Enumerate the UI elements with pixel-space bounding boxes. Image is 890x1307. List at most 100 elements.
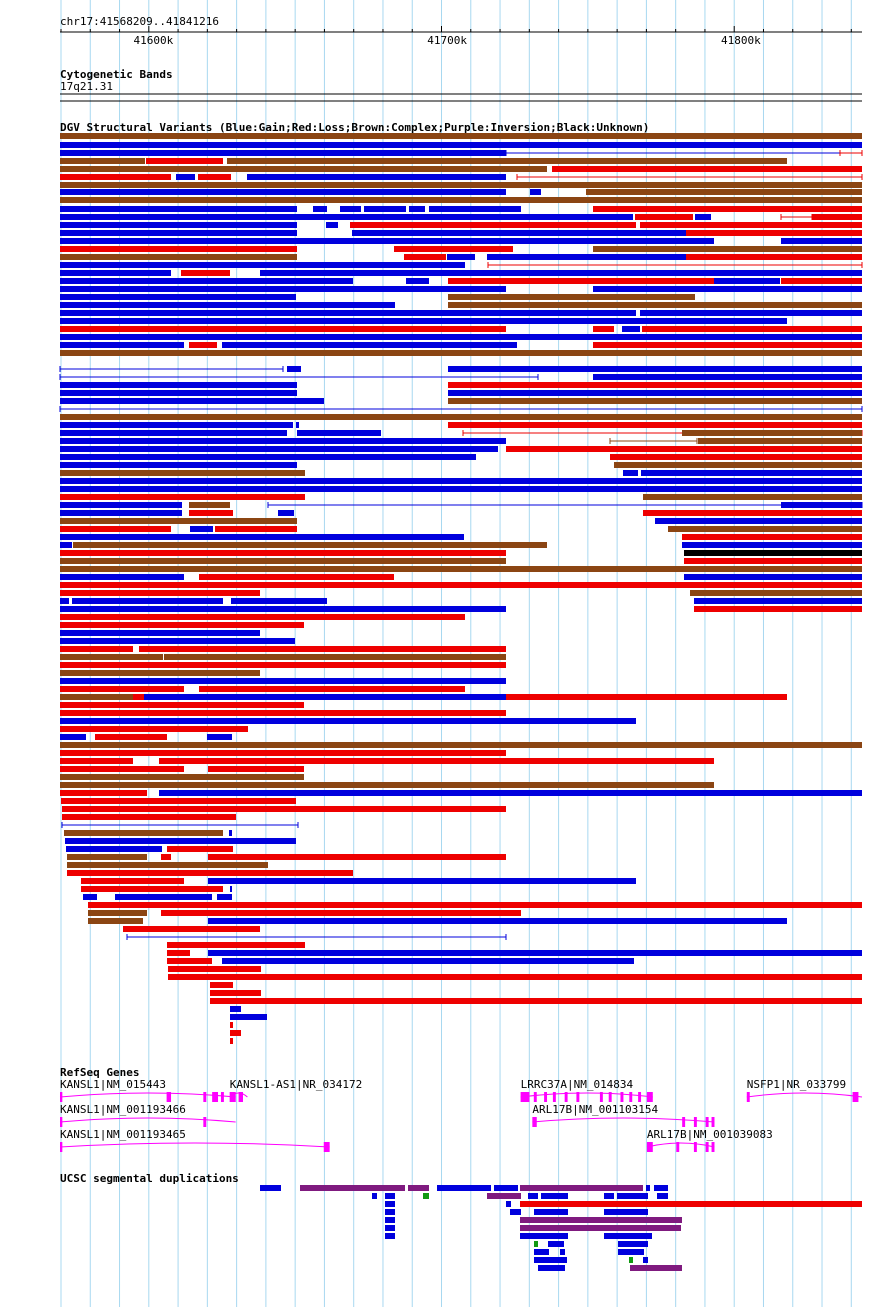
- dgv-variant[interactable]: [60, 350, 862, 356]
- gene-exon[interactable]: [638, 1092, 642, 1102]
- gene-exon[interactable]: [693, 1117, 697, 1127]
- gene-exon[interactable]: [711, 1117, 715, 1127]
- dgv-variant[interactable]: [60, 446, 498, 452]
- segmental-duplication[interactable]: [300, 1185, 405, 1191]
- dgv-variant[interactable]: [60, 574, 184, 580]
- dgv-variant[interactable]: [448, 302, 862, 308]
- dgv-variant[interactable]: [222, 958, 634, 964]
- dgv-variant[interactable]: [60, 662, 506, 668]
- segmental-duplication[interactable]: [385, 1225, 395, 1231]
- dgv-variant[interactable]: [65, 838, 296, 844]
- segmental-duplication[interactable]: [385, 1217, 395, 1223]
- dgv-variant[interactable]: [189, 502, 230, 508]
- dgv-variant[interactable]: [60, 182, 862, 188]
- dgv-variant[interactable]: [781, 238, 862, 244]
- dgv-variant[interactable]: [60, 470, 305, 476]
- dgv-variant[interactable]: [60, 542, 72, 548]
- dgv-variant[interactable]: [60, 526, 171, 532]
- dgv-variant[interactable]: [60, 550, 506, 556]
- dgv-variant[interactable]: [60, 598, 69, 604]
- dgv-variant[interactable]: [655, 518, 862, 524]
- dgv-variant[interactable]: [60, 622, 304, 628]
- dgv-variant[interactable]: [326, 222, 338, 228]
- dgv-variant[interactable]: [67, 870, 353, 876]
- dgv-variant[interactable]: [60, 750, 506, 756]
- dgv-variant[interactable]: [115, 894, 212, 900]
- dgv-variant[interactable]: [60, 686, 184, 692]
- dgv-variant[interactable]: [60, 294, 296, 300]
- segmental-duplication[interactable]: [643, 1257, 648, 1263]
- dgv-variant[interactable]: [230, 1038, 233, 1044]
- dgv-variant[interactable]: [207, 734, 232, 740]
- dgv-variant[interactable]: [208, 950, 862, 956]
- dgv-variant[interactable]: [168, 966, 261, 972]
- dgv-variant[interactable]: [297, 430, 381, 436]
- dgv-variant[interactable]: [643, 494, 862, 500]
- dgv-variant[interactable]: [642, 326, 862, 332]
- dgv-variant[interactable]: [167, 942, 305, 948]
- dgv-variant[interactable]: [278, 510, 294, 516]
- gene-exon[interactable]: [520, 1092, 530, 1102]
- dgv-variant[interactable]: [60, 566, 862, 572]
- dgv-variant[interactable]: [60, 710, 506, 716]
- dgv-variant[interactable]: [552, 166, 862, 172]
- dgv-variant[interactable]: [60, 142, 862, 148]
- gene-exon[interactable]: [532, 1117, 537, 1127]
- dgv-variant[interactable]: [60, 318, 787, 324]
- dgv-variant[interactable]: [812, 214, 862, 220]
- segmental-duplication[interactable]: [617, 1193, 648, 1199]
- dgv-variant[interactable]: [159, 758, 714, 764]
- dgv-variant[interactable]: [60, 694, 133, 700]
- gene-exon[interactable]: [220, 1092, 224, 1102]
- dgv-variant[interactable]: [447, 254, 475, 260]
- segmental-duplication[interactable]: [646, 1185, 650, 1191]
- gene-exon[interactable]: [576, 1092, 580, 1102]
- segmental-duplication[interactable]: [538, 1265, 565, 1271]
- dgv-variant[interactable]: [686, 254, 862, 260]
- dgv-variant[interactable]: [88, 910, 147, 916]
- dgv-track[interactable]: DGV Structural Variants (Blue:Gain;Red:L…: [59, 121, 863, 1044]
- gene-label[interactable]: KANSL1|NM_001193465: [60, 1128, 186, 1141]
- dgv-variant[interactable]: [231, 598, 327, 604]
- dgv-variant[interactable]: [60, 494, 305, 500]
- dgv-variant[interactable]: [67, 862, 268, 868]
- dgv-variant[interactable]: [60, 270, 171, 276]
- gene-exon[interactable]: [238, 1092, 243, 1102]
- dgv-variant[interactable]: [60, 726, 248, 732]
- dgv-variant[interactable]: [60, 414, 862, 420]
- dgv-variant[interactable]: [487, 254, 686, 260]
- gene-exon[interactable]: [682, 1117, 686, 1127]
- dgv-variant[interactable]: [181, 270, 230, 276]
- dgv-variant[interactable]: [506, 446, 862, 452]
- dgv-variant[interactable]: [60, 638, 295, 644]
- dgv-variant[interactable]: [208, 766, 304, 772]
- segdup-features[interactable]: [260, 1185, 862, 1271]
- gene-exon[interactable]: [166, 1092, 172, 1102]
- dgv-variant[interactable]: [217, 894, 232, 900]
- dgv-variant[interactable]: [684, 550, 862, 556]
- dgv-variant[interactable]: [161, 910, 521, 916]
- dgv-variant[interactable]: [60, 478, 862, 484]
- dgv-variant[interactable]: [448, 294, 695, 300]
- gene-exon[interactable]: [705, 1142, 709, 1152]
- segmental-duplication[interactable]: [520, 1225, 681, 1231]
- dgv-variant[interactable]: [60, 206, 297, 212]
- segmental-duplication[interactable]: [541, 1193, 568, 1199]
- dgv-variant[interactable]: [230, 1006, 241, 1012]
- dgv-variant[interactable]: [640, 222, 862, 228]
- dgv-variant[interactable]: [60, 646, 133, 652]
- segmental-duplication[interactable]: [260, 1185, 281, 1191]
- dgv-variant[interactable]: [60, 502, 182, 508]
- gene-exon[interactable]: [203, 1117, 207, 1127]
- dgv-variant[interactable]: [60, 590, 260, 596]
- dgv-variant[interactable]: [60, 390, 297, 396]
- segmental-duplication[interactable]: [629, 1257, 633, 1263]
- dgv-variant[interactable]: [623, 470, 638, 476]
- dgv-variant[interactable]: [260, 270, 862, 276]
- segmental-duplication[interactable]: [385, 1193, 395, 1199]
- segmental-duplication[interactable]: [385, 1201, 395, 1207]
- dgv-variant[interactable]: [60, 422, 293, 428]
- dgv-variant[interactable]: [622, 326, 640, 332]
- dgv-variant[interactable]: [404, 254, 446, 260]
- segmental-duplication[interactable]: [494, 1185, 518, 1191]
